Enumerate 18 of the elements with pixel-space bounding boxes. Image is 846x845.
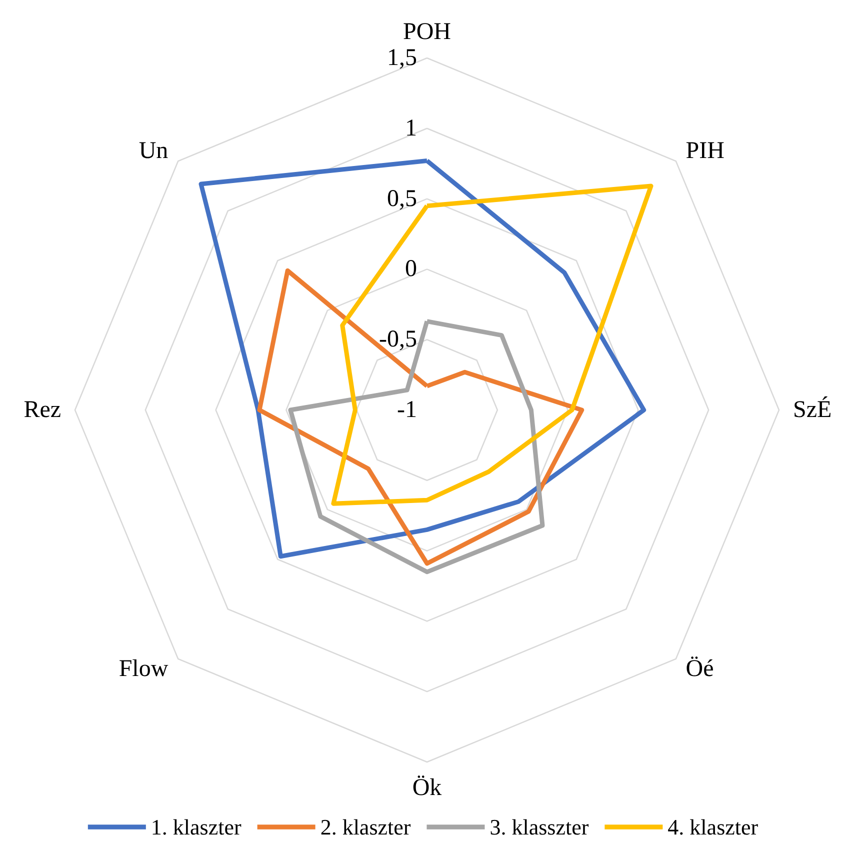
y-tick-label: -0,5	[379, 326, 417, 353]
spoke-label: Ök	[412, 775, 442, 801]
spoke-label: Flow	[118, 656, 169, 682]
y-tick-label: 0,5	[387, 186, 417, 212]
spoke-label: Rez	[24, 397, 61, 423]
spoke-label: Öé	[686, 656, 714, 682]
y-tick-label: -1	[397, 397, 417, 423]
legend-label: 3. klasszter	[490, 814, 590, 840]
spoke-label: SzÉ	[793, 396, 832, 423]
legend-label: 1. klaszter	[150, 814, 242, 840]
y-tick-label: 1	[405, 115, 417, 142]
spoke-label: POH	[402, 19, 452, 45]
spoke-label: PIH	[686, 138, 724, 164]
y-tick-label: 0	[405, 256, 417, 282]
legend-label: 2. klaszter	[320, 814, 412, 840]
spoke-label: Un	[138, 138, 168, 164]
y-tick-label: 1,5	[387, 45, 417, 71]
legend-label: 4. klaszter	[668, 814, 759, 840]
